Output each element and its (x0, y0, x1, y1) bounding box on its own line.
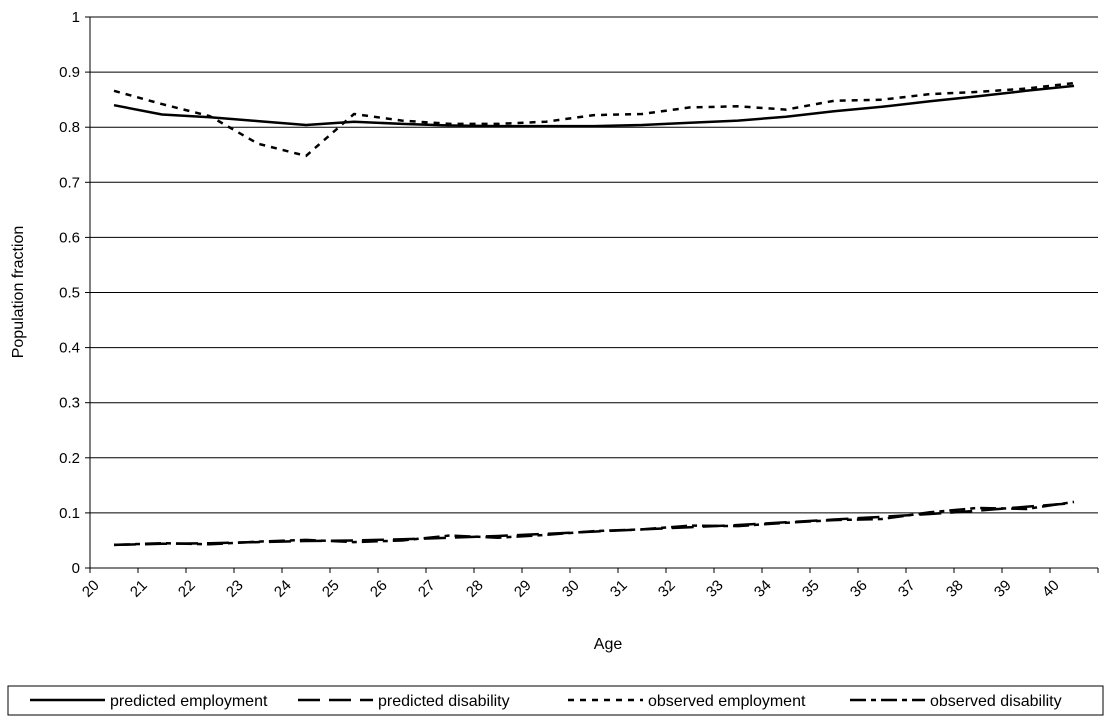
x-tick-label: 21 (127, 577, 151, 601)
y-tick-label: 0.7 (59, 174, 80, 191)
y-tick-label: 0 (72, 560, 80, 577)
x-tick-label: 39 (991, 577, 1015, 601)
legend-label: observed disability (930, 693, 1062, 710)
x-tick-label: 28 (463, 577, 487, 601)
y-tick-label: 0.2 (59, 450, 80, 467)
x-tick-label: 32 (655, 577, 679, 601)
x-tick-label: 26 (367, 577, 391, 601)
legend-label: predicted disability (378, 693, 510, 710)
x-tick-label: 37 (895, 577, 919, 601)
y-tick-label: 0.5 (59, 285, 80, 302)
x-tick-label: 24 (271, 577, 295, 601)
x-axis-title: Age (594, 636, 623, 653)
x-tick-label: 38 (943, 577, 967, 601)
x-tick-label: 31 (607, 577, 631, 601)
legend-label: predicted employment (110, 693, 268, 710)
legend: predicted employment predicted disability… (7, 685, 1104, 716)
x-tick-label: 40 (1039, 577, 1063, 601)
y-tick-label: 0.6 (59, 229, 80, 246)
tick-labels: 0 0.1 0.2 0.3 0.4 0.5 0.6 0.7 0.8 0.9 1 20 21 22 23 24 2… (59, 9, 1063, 601)
legend-label: observed employment (648, 693, 806, 710)
x-tick-label: 30 (559, 577, 583, 601)
series-line-observed-disability (113, 500, 1075, 547)
y-axis-title: Population fraction (10, 226, 27, 359)
y-tick-label: 0.3 (59, 395, 80, 412)
x-tick-label: 33 (703, 577, 727, 601)
x-tick-label: 29 (511, 577, 535, 601)
axes (85, 16, 1099, 573)
x-tick-label: 34 (751, 577, 775, 601)
x-tick-label: 36 (847, 577, 871, 601)
x-tick-label: 35 (799, 577, 823, 601)
y-tick-label: 0.1 (59, 505, 80, 522)
x-tick-label: 23 (223, 577, 247, 601)
x-tick-label: 20 (79, 577, 103, 601)
y-tick-label: 0.8 (59, 119, 80, 136)
y-tick-label: 0.9 (59, 64, 80, 81)
y-tick-label: 1 (72, 9, 80, 26)
series-lines (113, 81, 1075, 547)
series-line-predicted-disability (113, 501, 1075, 547)
gridlines (90, 16, 1098, 514)
x-tick-label: 22 (175, 577, 199, 601)
series-line-observed-employment (113, 81, 1075, 158)
x-tick-label: 25 (319, 577, 343, 601)
x-tick-label: 27 (415, 577, 439, 601)
series-line-predicted-employment (113, 84, 1075, 128)
y-tick-label: 0.4 (59, 340, 80, 357)
